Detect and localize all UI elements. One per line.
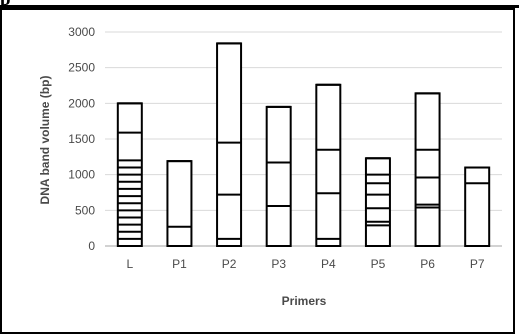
figure-frame [0, 8, 515, 334]
x-tick-label: P3 [271, 257, 286, 271]
y-tick-label: 2500 [68, 61, 95, 75]
y-tick-label: 2000 [68, 96, 95, 110]
bar-p5 [364, 157, 391, 247]
section-heading: p [0, 0, 11, 11]
bar [166, 160, 193, 247]
y-tick-label: 3000 [68, 25, 95, 39]
bar [414, 92, 441, 247]
bar [265, 105, 292, 248]
bar-p1 [166, 160, 193, 247]
bar [364, 157, 391, 247]
tick-labels: 0 500 1000 1500 2000 2500 3000 L P1 P2 P3 P4 P5 P6 P7 [68, 25, 485, 271]
x-axis-label: Primers [282, 294, 327, 308]
top-rule [0, 5, 519, 8]
x-tick-label: P4 [321, 257, 336, 271]
bar-p2 [216, 42, 243, 248]
bar-p6 [414, 92, 441, 247]
x-tick-label: P7 [470, 257, 485, 271]
y-axis-label: DNA band volume (bp) [38, 76, 52, 205]
x-tick-label: L [126, 257, 133, 271]
y-tick-label: 1500 [68, 132, 95, 146]
bar [315, 83, 342, 247]
bar-p4 [315, 83, 342, 247]
y-tick-label: 0 [88, 239, 95, 253]
x-tick-label: P5 [371, 257, 386, 271]
x-tick-label: P6 [420, 257, 435, 271]
bar-p7 [464, 166, 491, 248]
bar [216, 42, 243, 248]
bar-l [116, 102, 143, 248]
bar-p3 [265, 105, 292, 248]
y-tick-label: 500 [75, 203, 95, 217]
gridlines [105, 31, 502, 247]
heading-left-text: p [0, 0, 11, 10]
x-tick-label: P2 [222, 257, 237, 271]
bars [116, 42, 491, 248]
bar [464, 166, 491, 248]
y-tick-label: 1000 [68, 168, 95, 182]
x-tick-label: P1 [172, 257, 187, 271]
